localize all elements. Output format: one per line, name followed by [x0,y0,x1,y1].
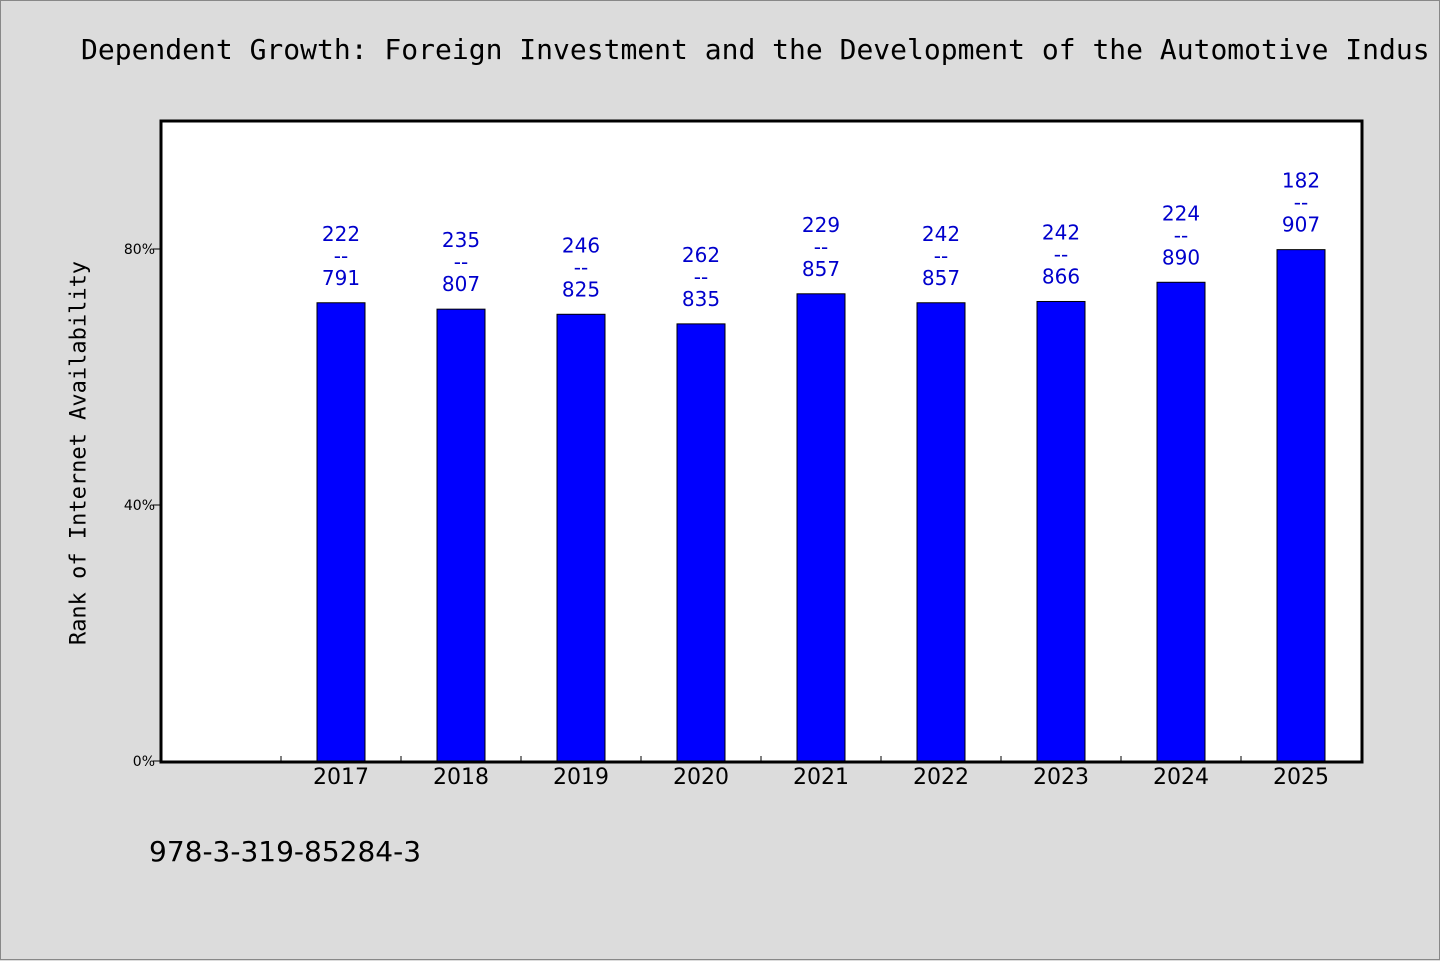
chart-title: Dependent Growth: Foreign Investment and… [81,33,1430,66]
data-label-2022-0: 242 [922,222,960,246]
data-label-2023-1: -- [1054,242,1068,266]
x-tick-label-2025: 2025 [1273,765,1329,790]
bar-2019 [556,313,606,762]
y-tick-label: 80% [124,242,155,258]
data-label-2018-2: 807 [442,272,480,296]
bar-2021 [796,293,846,762]
bar-2018 [436,308,486,762]
data-label-2024-0: 224 [1162,201,1200,225]
bar-2024 [1156,281,1206,762]
isbn-code: 978-3-319-85284-3 [149,835,422,868]
data-label-2022-2: 857 [922,266,960,290]
data-label-2025-1: -- [1294,191,1308,215]
data-label-2025-2: 907 [1282,213,1320,237]
data-label-2017-1: -- [334,244,348,268]
data-label-2020-1: -- [694,265,708,289]
data-label-2025-0: 182 [1282,169,1320,193]
data-label-2017-0: 222 [322,222,360,246]
bar-2023 [1036,300,1086,762]
x-tick-label-2022: 2022 [913,765,969,790]
data-label-2019-1: -- [574,255,588,279]
x-tick-label-2018: 2018 [433,765,489,790]
data-label-2017-2: 791 [322,266,360,290]
data-label-2024-1: -- [1174,223,1188,247]
data-label-2019-2: 825 [562,277,600,301]
bar-2025 [1276,249,1326,762]
data-label-2018-0: 235 [442,228,480,252]
x-tick-label-2019: 2019 [553,765,609,790]
y-tick-label: 40% [124,498,155,514]
data-label-2021-2: 857 [802,257,840,281]
x-tick-label-2023: 2023 [1033,765,1089,790]
data-label-2024-2: 890 [1162,245,1200,269]
data-label-2021-0: 229 [802,213,840,237]
bar-2017 [316,302,366,762]
bar-2022 [916,302,966,762]
x-tick-label-2020: 2020 [673,765,729,790]
data-label-2019-0: 246 [562,233,600,257]
data-label-2020-0: 262 [682,243,720,267]
data-label-2023-2: 866 [1042,264,1080,288]
x-tick-label-2017: 2017 [313,765,369,790]
data-label-2022-1: -- [934,244,948,268]
bar-2020 [676,323,726,762]
x-tick-label-2021: 2021 [793,765,849,790]
data-label-2020-2: 835 [682,287,720,311]
y-tick-label: 0% [133,754,155,770]
data-label-2021-1: -- [814,235,828,259]
x-tick-label-2024: 2024 [1153,765,1209,790]
data-label-2023-0: 242 [1042,220,1080,244]
data-label-2018-1: -- [454,250,468,274]
